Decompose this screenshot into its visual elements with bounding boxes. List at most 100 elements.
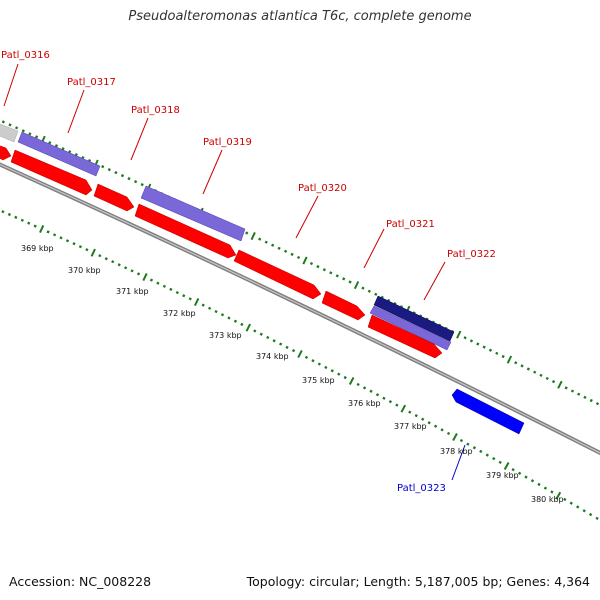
minor-tick <box>61 147 65 151</box>
minor-tick <box>309 261 314 266</box>
minor-tick <box>408 410 412 414</box>
minor-tick <box>111 260 115 264</box>
map-title: Pseudoalteromonas atlantica T6c, complet… <box>128 9 472 24</box>
leader-line-0317 <box>67 89 85 134</box>
kbp-label: 373 kbp <box>209 331 242 340</box>
minor-tick <box>520 364 524 368</box>
minor-tick <box>427 421 431 425</box>
cds-feature-purple-0322[interactable] <box>369 305 452 351</box>
minor-tick <box>290 252 294 256</box>
minor-tick <box>595 402 600 406</box>
minor-tick <box>588 512 593 517</box>
major-tick <box>302 256 308 265</box>
major-tick <box>250 231 256 241</box>
minor-tick <box>1 120 5 124</box>
minor-tick <box>446 431 451 436</box>
minor-tick <box>526 367 530 371</box>
minor-tick <box>264 240 268 244</box>
minor-tick <box>576 505 580 509</box>
kbp-label: 380 kbp <box>531 495 564 504</box>
leader-line-0318 <box>130 117 149 161</box>
minor-tick <box>53 233 57 237</box>
major-tick <box>194 297 200 307</box>
minor-tick <box>208 306 212 310</box>
minor-tick <box>240 322 244 327</box>
minor-tick <box>466 442 470 446</box>
minor-tick <box>463 336 467 340</box>
minor-tick <box>582 509 586 513</box>
minor-tick <box>277 246 281 250</box>
minor-tick <box>517 471 522 475</box>
major-tick <box>353 281 360 290</box>
cds-feature-red-0318[interactable] <box>93 183 135 212</box>
gene-label-0323[interactable]: Patl_0323 <box>397 483 446 494</box>
kbp-label: 378 kbp <box>440 447 473 456</box>
minor-tick <box>511 468 515 472</box>
gene-label-0316[interactable]: Patl_0316 <box>1 50 50 61</box>
gene-label-0321[interactable]: Patl_0321 <box>386 219 435 230</box>
gene-label-0322[interactable]: Patl_0322 <box>447 249 496 260</box>
gene-leader-lines <box>3 63 466 481</box>
minor-tick <box>27 221 31 225</box>
cds-feature-red-0316[interactable] <box>0 144 12 161</box>
leader-line-0321 <box>363 228 385 269</box>
minor-tick <box>476 342 480 346</box>
cds-feature-purple-0317[interactable] <box>17 131 101 177</box>
minor-tick <box>343 375 347 380</box>
minor-tick <box>551 379 556 384</box>
minor-tick <box>285 345 289 349</box>
minor-tick <box>388 400 393 404</box>
minor-tick <box>284 249 288 253</box>
cds-feature-red-0321[interactable] <box>321 290 366 321</box>
gene-label-0320[interactable]: Patl_0320 <box>298 183 347 194</box>
major-tick <box>557 380 563 389</box>
major-tick <box>245 323 251 332</box>
major-tick <box>506 355 513 364</box>
minor-tick <box>182 294 186 298</box>
minor-tick <box>35 135 39 139</box>
cds-feature-red-0320[interactable] <box>233 249 322 300</box>
minor-tick <box>329 271 333 275</box>
minor-tick <box>279 342 283 346</box>
feature-track-reverse <box>451 388 525 435</box>
cds-feature-purple-0319[interactable] <box>140 185 246 242</box>
minor-tick <box>501 354 505 359</box>
kbp-label: 377 kbp <box>394 422 427 431</box>
minor-tick <box>271 243 275 247</box>
cds-feature-red-0319[interactable] <box>134 203 237 259</box>
cds-feature-red-0317[interactable] <box>10 149 93 196</box>
minor-tick <box>134 180 138 184</box>
minor-tick <box>59 236 63 240</box>
gene-labels: Patl_0316 Patl_0317 Patl_0318 Patl_0319 … <box>1 50 496 494</box>
cds-feature-navy-0322[interactable] <box>373 295 455 342</box>
kbp-label: 371 kbp <box>116 287 149 296</box>
minor-tick <box>140 183 144 187</box>
kbp-label: 379 kbp <box>486 471 519 480</box>
cds-feature-grey[interactable] <box>0 122 19 143</box>
minor-tick <box>220 313 225 317</box>
leader-line-0322 <box>423 261 446 301</box>
major-tick <box>39 224 45 234</box>
minor-tick <box>233 319 238 323</box>
kbp-label: 370 kbp <box>68 266 101 275</box>
minor-tick <box>375 393 380 397</box>
minor-tick <box>48 141 52 145</box>
minor-tick <box>330 369 334 373</box>
major-tick <box>400 404 407 413</box>
minor-tick <box>169 287 173 292</box>
minor-tick <box>136 272 141 276</box>
gene-label-0319[interactable]: Patl_0319 <box>203 137 252 148</box>
minor-tick <box>245 231 249 235</box>
cds-feature-blue-0323[interactable] <box>451 388 525 435</box>
minor-tick <box>543 486 548 490</box>
minor-tick <box>488 348 493 352</box>
minor-tick <box>46 230 50 234</box>
gene-label-0317[interactable]: Patl_0317 <box>67 77 116 88</box>
gene-label-0318[interactable]: Patl_0318 <box>131 105 180 116</box>
minor-tick <box>335 274 339 278</box>
minor-tick <box>545 376 549 381</box>
minor-tick <box>374 292 378 296</box>
cds-feature-red-0322[interactable] <box>367 314 443 359</box>
minor-tick <box>533 370 537 374</box>
